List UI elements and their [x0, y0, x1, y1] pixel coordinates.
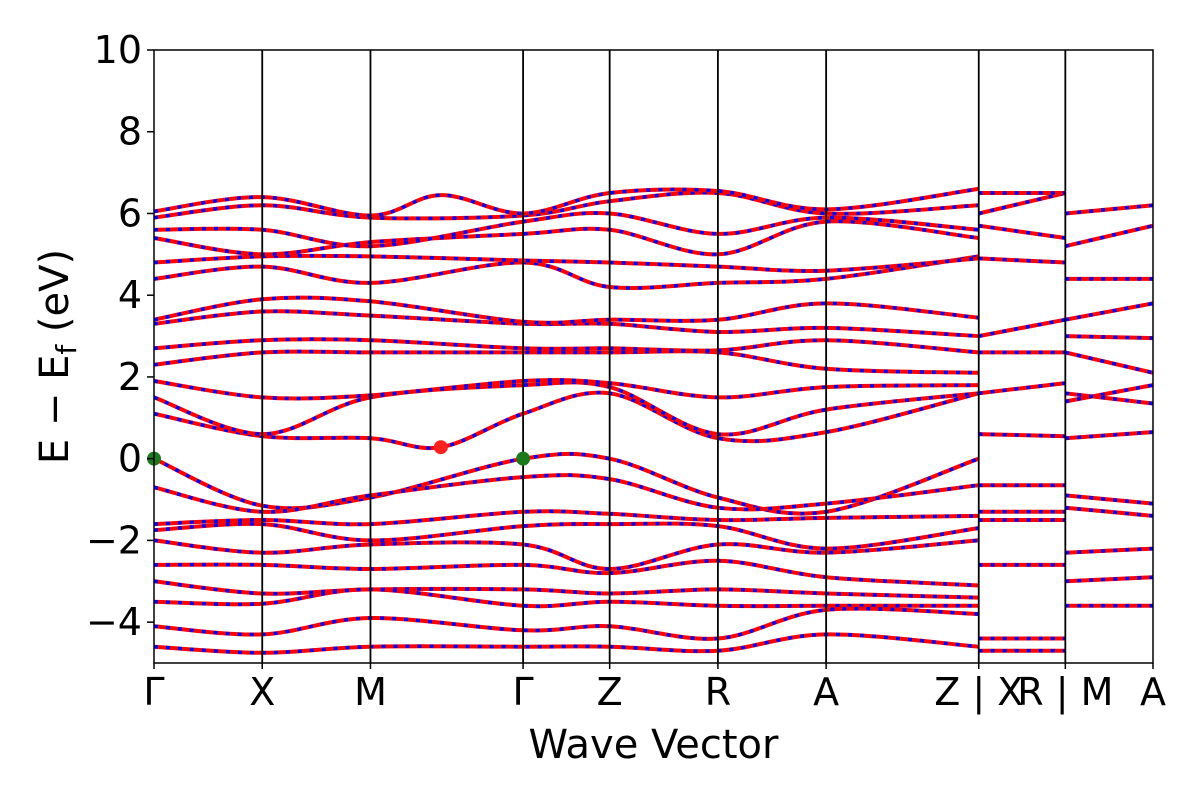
x-tick-label: A — [813, 670, 839, 714]
band-line-spin-up-0 — [153, 451, 980, 516]
band-line-spin-up-19 — [153, 219, 979, 257]
band-line-spin-up-46 — [1065, 334, 1154, 341]
band-line-spin-up-42 — [1065, 430, 1154, 441]
y-axis-title-main: E − E — [32, 355, 78, 465]
x-tick-label: R | M — [1017, 670, 1113, 715]
cbm-marker-2 — [433, 440, 448, 455]
plot-frame — [153, 49, 1154, 664]
band-line-spin-up-29 — [978, 432, 1066, 439]
band-line-spin-up-13 — [153, 349, 979, 375]
y-tick-label: −2 — [86, 518, 142, 562]
band-line-spin-up-6 — [153, 579, 979, 600]
band-line-spin-up-10 — [153, 390, 980, 451]
y-tick-label: 2 — [118, 355, 142, 399]
band-line-spin-up-33 — [978, 256, 1066, 265]
band-line-spin-down-49 — [1064, 223, 1154, 248]
band-line-spin-down-11 — [153, 380, 979, 437]
band-line-spin-down-45 — [1064, 350, 1154, 375]
y-tick-label: 4 — [118, 273, 142, 317]
x-ticks-layer: Γ X M Γ Z R A Z | XR | M A — [143, 663, 1166, 715]
band-line-spin-up-44 — [1065, 391, 1154, 406]
y-axis-title-sub: f — [50, 344, 83, 355]
band-line-spin-up-38 — [1065, 505, 1154, 518]
y-tick-label: −4 — [86, 600, 142, 644]
band-line-spin-down-17 — [153, 254, 979, 290]
x-tick-label: R — [705, 670, 731, 714]
markers-layer — [147, 440, 531, 466]
x-tick-label: Γ — [143, 670, 164, 714]
y-tick-label: 8 — [118, 110, 142, 154]
band-line-spin-down-5 — [153, 559, 979, 588]
band-line-spin-down-1 — [153, 473, 979, 514]
x-tick-label: Z — [597, 670, 623, 714]
band-line-spin-up-30 — [978, 381, 1066, 396]
x-tick-label: Γ — [512, 670, 533, 714]
band-line-spin-up-37 — [1065, 493, 1154, 506]
band-line-spin-up-50 — [1065, 203, 1154, 216]
band-line-spin-up-3 — [153, 521, 979, 551]
band-line-spin-up-34 — [978, 223, 1066, 240]
band-line-spin-down-22 — [153, 187, 979, 218]
x-tick-label: M — [354, 670, 387, 714]
band-line-spin-down-19 — [153, 219, 979, 257]
band-line-spin-down-10 — [153, 390, 980, 450]
band-line-spin-up-9 — [153, 632, 979, 655]
band-line-spin-up-39 — [1065, 546, 1154, 555]
band-line-spin-up-32 — [978, 317, 1066, 339]
vbm-marker-1 — [516, 451, 531, 466]
bands-layer — [153, 186, 1154, 655]
band-line-spin-up-47 — [1064, 301, 1154, 322]
y-tick-label: 6 — [118, 191, 142, 235]
x-tick-label: X — [249, 670, 275, 714]
kpoint-lines-layer — [261, 50, 1067, 663]
band-line-spin-up-40 — [1065, 575, 1154, 584]
y-axis-title: E − Ef (eV) — [32, 249, 83, 464]
band-line-spin-up-43 — [1064, 383, 1154, 404]
y-tick-label: 0 — [118, 437, 142, 481]
y-tick-label: 10 — [94, 28, 142, 72]
y-ticks-layer: −4 −2 0 2 4 6 8 10 — [86, 28, 154, 644]
x-axis-title: Wave Vector — [529, 722, 780, 768]
y-axis-title-unit: (eV) — [32, 249, 78, 345]
x-tick-label: Z | X — [934, 670, 1023, 715]
x-tick-label: A — [1140, 670, 1166, 714]
